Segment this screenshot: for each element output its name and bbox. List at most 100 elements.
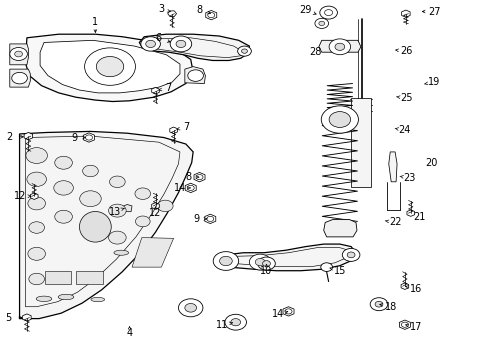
Text: 28: 28 [308,47,321,57]
Circle shape [342,248,359,261]
Polygon shape [10,69,30,87]
Circle shape [141,37,160,51]
Text: 5: 5 [6,312,12,323]
Ellipse shape [114,250,128,255]
Polygon shape [318,40,360,52]
Circle shape [213,252,238,270]
Circle shape [334,43,344,50]
Text: 14: 14 [271,309,284,319]
Circle shape [54,181,73,195]
Circle shape [196,175,203,180]
Circle shape [187,70,203,81]
Circle shape [320,263,332,271]
Circle shape [285,309,291,314]
Circle shape [207,13,214,18]
Circle shape [184,303,196,312]
Text: 16: 16 [408,284,421,294]
Text: 3: 3 [158,4,164,14]
Circle shape [84,48,135,85]
Text: 8: 8 [196,5,202,15]
Text: 7: 7 [183,122,189,132]
Circle shape [29,273,44,285]
Text: 2: 2 [7,132,13,142]
Circle shape [321,106,358,133]
Circle shape [374,301,382,307]
Circle shape [328,39,350,55]
Circle shape [96,57,123,77]
Circle shape [219,256,232,266]
Ellipse shape [79,211,111,242]
Text: 11: 11 [216,320,228,330]
Polygon shape [350,98,370,187]
Circle shape [328,112,350,127]
Circle shape [401,322,407,327]
Text: 10: 10 [260,266,272,276]
Circle shape [55,210,72,223]
Circle shape [187,185,194,190]
Text: 6: 6 [156,33,162,43]
Text: 24: 24 [398,125,410,135]
Circle shape [257,257,275,270]
Text: 26: 26 [400,46,412,56]
Text: 12: 12 [14,191,27,201]
Text: 15: 15 [333,266,346,276]
Circle shape [318,21,324,26]
Circle shape [108,204,126,217]
Circle shape [145,40,155,48]
Text: 13: 13 [108,207,121,217]
Text: 18: 18 [384,302,397,312]
Ellipse shape [58,294,74,300]
Polygon shape [25,34,193,102]
Polygon shape [40,40,180,93]
Polygon shape [323,220,356,237]
Circle shape [237,46,251,56]
Circle shape [369,298,387,311]
Text: 22: 22 [388,217,401,228]
Circle shape [178,299,203,317]
Polygon shape [45,271,71,284]
Circle shape [262,261,270,266]
Text: 14: 14 [173,183,186,193]
Circle shape [12,72,27,84]
Text: 9: 9 [71,132,77,143]
Text: 4: 4 [126,328,132,338]
Circle shape [224,314,246,330]
Text: 21: 21 [412,212,425,222]
Circle shape [29,222,44,233]
Circle shape [157,200,173,212]
Text: 23: 23 [403,173,415,183]
Circle shape [81,220,100,235]
Polygon shape [20,131,193,319]
Circle shape [346,252,354,258]
Text: 19: 19 [427,77,440,87]
Circle shape [85,135,92,140]
Circle shape [176,40,185,48]
Circle shape [241,49,247,53]
Circle shape [109,176,125,188]
Ellipse shape [36,296,52,302]
Polygon shape [139,34,249,60]
Polygon shape [219,244,355,271]
Polygon shape [132,238,173,267]
Circle shape [108,231,126,244]
Circle shape [26,148,47,163]
Polygon shape [184,67,205,84]
Circle shape [27,172,46,186]
Text: 9: 9 [193,214,199,224]
Text: 20: 20 [424,158,437,168]
Ellipse shape [91,297,104,302]
Text: 8: 8 [185,172,191,182]
Circle shape [80,191,101,207]
Text: 7: 7 [165,83,171,93]
Circle shape [82,165,98,177]
Circle shape [10,48,27,60]
Circle shape [55,156,72,169]
Text: 25: 25 [400,93,412,103]
Circle shape [28,197,45,210]
Circle shape [324,10,332,15]
Polygon shape [388,152,396,182]
Circle shape [319,6,337,19]
Circle shape [249,254,270,270]
Circle shape [255,258,264,266]
Circle shape [28,247,45,260]
